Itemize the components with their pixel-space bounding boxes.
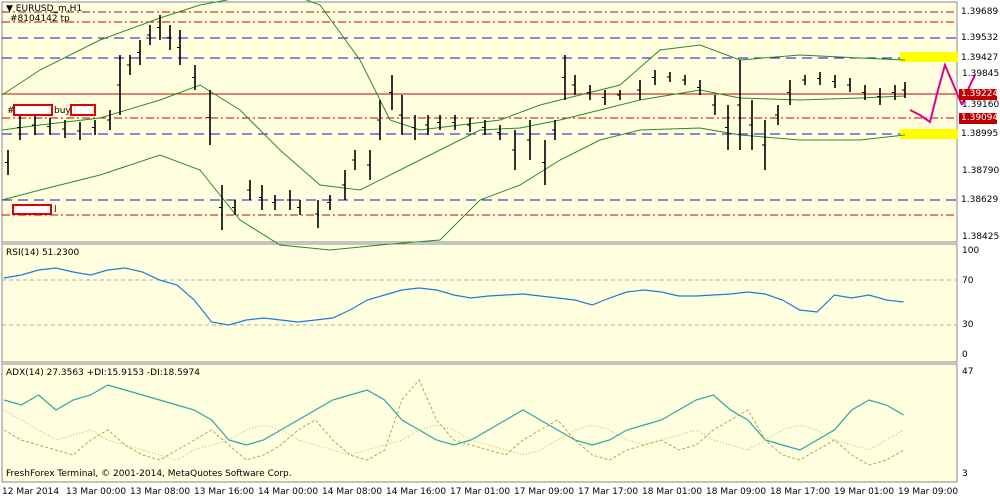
adx-plus-di-line (3, 379, 904, 466)
copyright-footer: FreshForex Terminal, © 2001-2014, MetaQu… (6, 469, 292, 479)
time-axis-label: 14 Mar 00:00 (258, 487, 319, 497)
price-axis-label: 1.39160 (962, 100, 1000, 110)
bollinger-lower (1, 127, 906, 251)
time-axis-label: 18 Mar 01:00 (642, 487, 703, 497)
time-axis-label: 18 Mar 09:00 (706, 487, 767, 497)
highlight-box (900, 52, 958, 62)
time-axis-label: 13 Mar 00:00 (66, 487, 127, 497)
time-axis-label: 12 Mar 2014 (2, 487, 60, 497)
rsi-level-label: 100 (962, 246, 980, 256)
rsi-level-label: 0 (962, 350, 968, 360)
rsi-level-label: 30 (962, 320, 974, 330)
bollinger-upper (1, 0, 906, 131)
adx-level-label: 3 (962, 469, 968, 479)
rsi-label: RSI(14) 51.2300 (6, 248, 80, 258)
order-hash-label: # (7, 106, 15, 116)
price-level-label: 1.39532 (961, 33, 999, 43)
time-axis-label: 17 Mar 09:00 (514, 487, 575, 497)
time-axis-label: 17 Mar 01:00 (450, 487, 511, 497)
price-level-label: 1.39689 (961, 7, 999, 17)
current-price-label: 1.39224 (959, 89, 999, 100)
price-level-label: 1.39094 (959, 113, 999, 124)
symbol-title: ▼ EURUSD_m,H1 (6, 4, 83, 14)
time-axis-label: 19 Mar 01:00 (834, 487, 895, 497)
time-axis-label: 17 Mar 17:00 (578, 487, 639, 497)
time-axis-label: 14 Mar 16:00 (386, 487, 447, 497)
main-pane (1, 1, 958, 243)
rsi-line (3, 267, 904, 326)
adx-pane (1, 363, 958, 483)
time-axis-label: 18 Mar 17:00 (770, 487, 831, 497)
order-marker-buy-2[interactable] (70, 104, 96, 116)
time-axis-label: 13 Mar 16:00 (194, 487, 255, 497)
adx-label: ADX(14) 27.3563 +DI:15.9153 -DI:18.5974 (6, 368, 200, 378)
order-sel-label: l (54, 205, 57, 215)
order-marker-buy-1[interactable] (13, 104, 53, 116)
time-axis-label: 13 Mar 08:00 (130, 487, 191, 497)
order-marker-sell[interactable] (12, 204, 52, 215)
adx-level-label: 47 (962, 367, 974, 377)
ticket-label: #8104142 tp (10, 14, 70, 24)
order-buy-label: buy (54, 106, 71, 116)
time-axis-label: 19 Mar 09:00 (898, 487, 959, 497)
time-axis-label: 14 Mar 08:00 (322, 487, 383, 497)
rsi-pane (1, 243, 958, 363)
rsi-level-label: 70 (962, 276, 974, 286)
highlight-box (900, 129, 958, 139)
adx-main-line (3, 384, 904, 451)
dropdown-triangle-icon[interactable]: ▼ (6, 4, 13, 14)
price-level-label: 1.38629 (961, 195, 999, 205)
price-axis-label: 1.38790 (962, 166, 1000, 176)
price-axis-label: 1.38425 (962, 232, 1000, 242)
annotation-stroke (909, 61, 963, 124)
bollinger-middle (1, 84, 906, 191)
price-axis-label: 1.39845 (962, 69, 1000, 79)
price-level-label: 1.38995 (961, 129, 999, 139)
price-level-label: 1.39427 (961, 53, 999, 63)
